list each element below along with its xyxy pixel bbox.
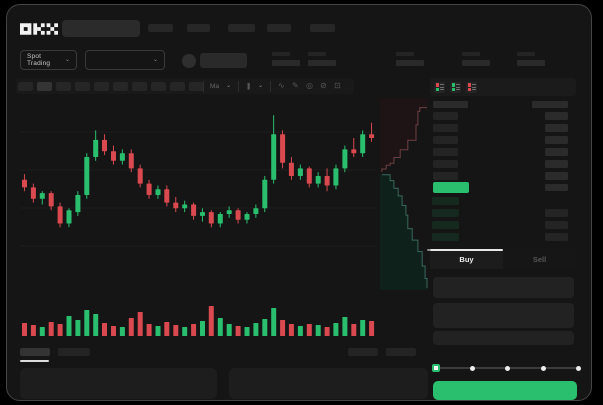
search-input[interactable] <box>62 20 140 37</box>
ticker-stat <box>396 50 426 68</box>
slider-stop[interactable] <box>540 365 546 371</box>
active-tab-underline <box>20 360 49 362</box>
toolbar-divider <box>238 81 239 92</box>
ask-row-amount[interactable] <box>545 148 568 156</box>
ob-header-price <box>433 101 468 108</box>
bottom-action-button[interactable] <box>386 348 416 356</box>
book-view-both-icon[interactable] <box>434 81 445 93</box>
ob-header-amount <box>532 101 568 108</box>
toolbar-divider <box>203 81 204 92</box>
ma-indicator-button[interactable]: Ma <box>210 83 220 90</box>
slider-handle[interactable] <box>432 363 440 372</box>
ask-row-price[interactable] <box>433 172 458 180</box>
book-view-bids-icon[interactable] <box>450 81 461 93</box>
nav-item[interactable] <box>148 24 173 32</box>
slider-stop[interactable] <box>505 365 510 371</box>
chevron-down-icon: ⌄ <box>64 57 70 63</box>
candle-type-button[interactable]: ❚ <box>246 83 252 90</box>
active-tab-indicator <box>430 249 503 251</box>
slider-stop[interactable] <box>469 365 475 371</box>
market-type-label: Spot Trading <box>27 53 51 67</box>
ask-row-price[interactable] <box>433 148 458 156</box>
ticker-stat <box>517 50 547 68</box>
buy-submit-button[interactable] <box>433 381 577 400</box>
interval-button[interactable] <box>18 82 33 91</box>
token-icon <box>182 54 196 68</box>
order-book-panel: Buy Sell <box>430 78 581 400</box>
ask-row-price[interactable] <box>433 112 458 120</box>
alert-icon[interactable]: ⊘ <box>320 81 327 90</box>
slider-stop[interactable] <box>576 365 581 371</box>
chevron-down-icon[interactable]: ⌄ <box>258 83 264 89</box>
ask-row-amount[interactable] <box>545 172 568 180</box>
volume-chart <box>22 306 375 336</box>
nav-item[interactable] <box>187 24 210 32</box>
chevron-down-icon[interactable]: ⌄ <box>226 83 232 89</box>
candlestick-chart[interactable] <box>20 98 376 292</box>
bottom-action-button[interactable] <box>348 348 378 356</box>
bid-row-amount[interactable] <box>545 209 568 217</box>
book-view-asks-icon[interactable] <box>466 81 477 93</box>
market-type-dropdown[interactable]: Spot Trading ⌄ <box>20 50 77 70</box>
bid-row-amount[interactable] <box>545 233 568 241</box>
ask-row-price[interactable] <box>433 136 458 144</box>
chevron-down-icon: ⌄ <box>152 57 158 63</box>
ask-row-amount[interactable] <box>545 136 568 144</box>
ask-row-amount[interactable] <box>545 160 568 168</box>
ask-row-amount[interactable] <box>545 112 568 120</box>
price-input[interactable] <box>433 277 574 298</box>
interval-button[interactable] <box>132 82 147 91</box>
interval-button[interactable] <box>113 82 128 91</box>
last-price-row[interactable] <box>433 182 469 193</box>
fullscreen-icon[interactable]: ⊡ <box>334 81 341 90</box>
bid-row-price[interactable] <box>432 197 459 205</box>
pair-name-placeholder <box>200 53 247 68</box>
orders-panel-left <box>20 368 217 399</box>
interval-button[interactable] <box>94 82 109 91</box>
tab-buy[interactable]: Buy <box>430 249 503 269</box>
price-row-amount <box>545 184 568 191</box>
nav-item[interactable] <box>267 24 291 32</box>
nav-item[interactable] <box>310 24 335 32</box>
interval-button[interactable] <box>189 82 204 91</box>
toolbar-divider <box>270 81 271 92</box>
interval-button[interactable] <box>170 82 185 91</box>
ticker-stat <box>462 50 492 68</box>
interval-button[interactable] <box>37 82 52 91</box>
nav-item[interactable] <box>228 24 255 32</box>
tab-sell[interactable]: Sell <box>503 249 576 269</box>
bid-row-price[interactable] <box>432 209 459 217</box>
amount-slider[interactable] <box>432 361 581 375</box>
depth-chart <box>380 98 428 290</box>
bottom-tab-active[interactable] <box>20 348 50 356</box>
total-input[interactable] <box>433 331 574 345</box>
order-book-toolbar <box>430 78 576 96</box>
camera-icon[interactable]: ◎ <box>306 81 313 90</box>
bid-row-price[interactable] <box>432 221 459 229</box>
ticker-stat <box>272 50 302 68</box>
pair-dropdown[interactable]: ⌄ <box>85 50 165 70</box>
bid-row-price[interactable] <box>432 233 459 241</box>
amount-input[interactable] <box>433 303 574 328</box>
ask-row-price[interactable] <box>433 160 458 168</box>
trade-tabs: Buy Sell <box>430 249 576 269</box>
line-style-icon[interactable]: ∿ <box>278 81 285 90</box>
bid-row-amount[interactable] <box>545 221 568 229</box>
interval-button[interactable] <box>75 82 90 91</box>
ask-row-amount[interactable] <box>545 124 568 132</box>
interval-button[interactable] <box>56 82 71 91</box>
draw-tool-icon[interactable]: ✎ <box>292 81 299 90</box>
bottom-tab[interactable] <box>58 348 90 356</box>
interval-button[interactable] <box>151 82 166 91</box>
ticker-stat <box>308 50 338 68</box>
orders-panel-right <box>229 368 428 399</box>
ask-row-price[interactable] <box>433 124 458 132</box>
okx-logo <box>20 22 58 40</box>
